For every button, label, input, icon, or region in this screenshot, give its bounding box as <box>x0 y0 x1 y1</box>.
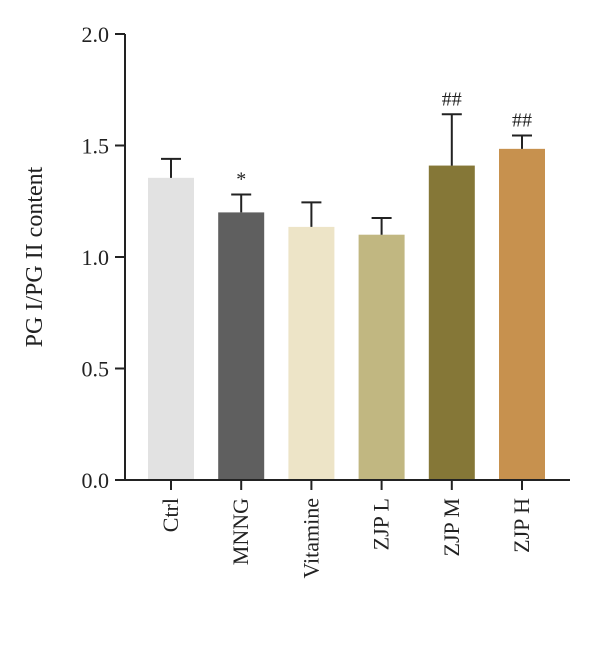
y-tick-label: 0.0 <box>82 468 110 493</box>
y-tick-label: 1.0 <box>82 245 110 270</box>
significance-marker: ## <box>442 88 462 110</box>
x-category-label: MNNG <box>228 498 253 565</box>
y-tick-label: 2.0 <box>82 22 110 47</box>
x-ticks-layer: Ctrl MNNG Vitamine ZJP L ZJP M ZJP H <box>158 480 534 579</box>
y-ticks-layer: 0.0 0.5 1.0 1.5 2.0 <box>82 22 125 493</box>
bar <box>148 177 194 480</box>
error-bar <box>301 201 322 227</box>
y-axis-title: PG I/PG II content <box>22 166 48 347</box>
x-category-label: ZJP H <box>509 498 534 553</box>
significance-marker: ## <box>512 109 532 131</box>
error-bar <box>371 216 392 235</box>
significance-layer: * ## ## <box>236 88 532 190</box>
bars-layer <box>148 148 545 480</box>
significance-marker: * <box>236 169 246 191</box>
error-bar <box>441 113 462 166</box>
x-category-label: ZJP L <box>369 498 394 550</box>
y-tick-label: 1.5 <box>82 134 110 159</box>
x-category-label: Vitamine <box>298 498 323 579</box>
error-bars-layer <box>161 113 532 235</box>
bar <box>428 165 475 480</box>
bar <box>288 226 335 480</box>
error-bar <box>161 157 181 178</box>
x-category-label: ZJP M <box>439 498 464 556</box>
bar <box>358 234 405 480</box>
bar <box>499 148 545 480</box>
bar <box>218 212 265 480</box>
x-category-label: Ctrl <box>158 498 183 532</box>
y-tick-label: 0.5 <box>82 357 110 382</box>
error-bar <box>231 193 252 213</box>
error-bar <box>512 134 532 149</box>
